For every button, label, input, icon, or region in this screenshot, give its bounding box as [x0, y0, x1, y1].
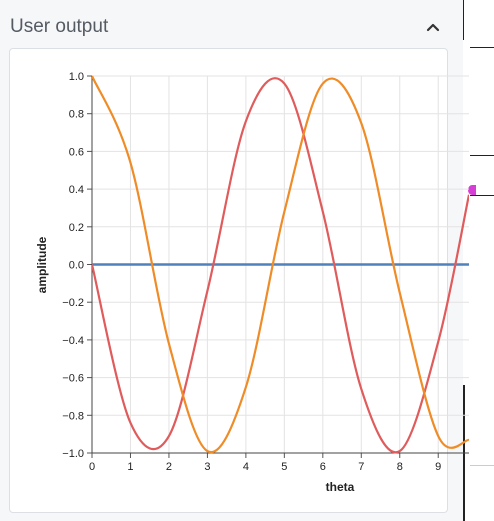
y-tick-label: −0.2: [62, 297, 84, 309]
series-line: [92, 77, 469, 454]
y-tick-label: −0.4: [62, 335, 84, 347]
y-tick-label: 0.0: [69, 260, 84, 272]
chevron-up-icon[interactable]: [422, 16, 444, 38]
x-tick-label: 3: [204, 461, 210, 473]
y-tick-label: 0.2: [69, 222, 84, 234]
x-tick-label: 0: [89, 461, 95, 473]
side-tick-2: [470, 155, 494, 156]
y-tick-label: −1.0: [62, 448, 84, 460]
panel-header[interactable]: User output: [0, 0, 463, 52]
panel-title: User output: [10, 16, 109, 37]
axes: [87, 75, 469, 458]
y-tick-label: 1.0: [69, 71, 84, 83]
series-line: [92, 75, 469, 454]
x-tick-label: 1: [127, 461, 133, 473]
x-tick-label: 8: [397, 461, 403, 473]
x-tick-label: 7: [358, 461, 364, 473]
x-tick-label: 5: [281, 461, 287, 473]
side-tick-3: [470, 195, 494, 196]
x-tick-label: 2: [166, 461, 172, 473]
side-divider-1: [463, 0, 464, 40]
side-tick-1: [470, 47, 494, 48]
output-panel: User output: [0, 0, 463, 513]
y-tick-label: 0.4: [69, 184, 84, 196]
y-axis-label: amplitude: [35, 236, 49, 293]
y-tick-label: 0.8: [69, 109, 84, 121]
x-axis-label: theta: [326, 480, 355, 494]
y-tick-label: 0.6: [69, 146, 84, 158]
x-tick-label: 6: [320, 461, 326, 473]
plot-area: [92, 75, 469, 454]
x-tick-label: 4: [243, 461, 249, 473]
side-marker: [468, 185, 476, 195]
side-tick-4: [470, 465, 494, 466]
x-tick-label: 9: [435, 461, 441, 473]
y-tick-label: −0.8: [62, 410, 84, 422]
y-tick-label: −0.6: [62, 373, 84, 385]
tick-labels: 0 1 2 3 4 5 6 7 8 9 1.0 0.8 0.6 0.4 0.2 0.0 −0.2 −0.4 −0.6…: [62, 71, 441, 473]
